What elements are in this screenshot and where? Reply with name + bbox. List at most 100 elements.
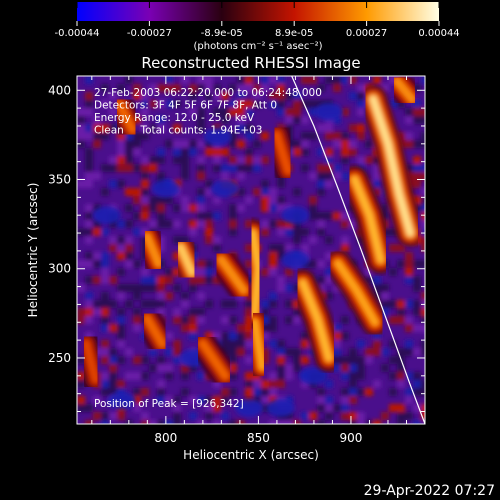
heatmap-cell bbox=[133, 148, 141, 156]
heatmap-cell bbox=[357, 132, 365, 140]
heatmap-cell bbox=[189, 316, 197, 324]
heatmap-cell bbox=[189, 140, 197, 148]
y-tick-label: 350 bbox=[48, 173, 71, 187]
heatmap-cell bbox=[269, 316, 277, 324]
dark-region bbox=[107, 391, 136, 410]
heatmap-cell bbox=[357, 420, 365, 424]
heatmap-cell bbox=[373, 380, 381, 388]
heatmap-cell bbox=[285, 116, 293, 124]
heatmap-cell bbox=[397, 316, 405, 324]
heatmap-cell bbox=[237, 108, 245, 116]
heatmap-cell bbox=[93, 140, 101, 148]
heatmap-cell bbox=[261, 156, 269, 164]
heatmap-cell bbox=[125, 236, 133, 244]
heatmap-cell bbox=[413, 156, 421, 164]
heatmap-cell bbox=[165, 292, 173, 300]
heatmap-cell bbox=[413, 308, 421, 316]
heatmap-cell bbox=[205, 148, 213, 156]
heatmap-cell bbox=[317, 420, 325, 424]
heatmap-cell bbox=[269, 340, 277, 348]
heatmap-cell bbox=[373, 76, 381, 84]
heatmap-cell bbox=[165, 220, 173, 228]
heatmap-cell bbox=[141, 300, 149, 308]
heatmap-cell bbox=[421, 388, 425, 396]
heatmap-cell bbox=[277, 228, 285, 236]
heatmap-cell bbox=[341, 132, 349, 140]
heatmap-cell bbox=[285, 92, 293, 100]
heatmap-cell bbox=[77, 132, 85, 140]
annotation-line: 27-Feb-2003 06:22:20.000 to 06:24:48.000 bbox=[94, 87, 322, 99]
colorbar-tick-label: 0.00027 bbox=[346, 28, 387, 39]
heatmap-cell bbox=[117, 292, 125, 300]
heatmap-cell bbox=[109, 412, 117, 420]
heatmap-cell bbox=[285, 244, 293, 252]
heatmap-cell bbox=[197, 108, 205, 116]
heatmap-cell bbox=[341, 156, 349, 164]
heatmap-cell bbox=[197, 164, 205, 172]
heatmap-cell bbox=[149, 196, 157, 204]
heatmap-cell bbox=[245, 148, 253, 156]
heatmap-cell bbox=[93, 260, 101, 268]
heatmap-cell bbox=[157, 148, 165, 156]
heatmap-cell bbox=[397, 380, 405, 388]
heatmap-cell bbox=[173, 124, 181, 132]
heatmap-cell bbox=[405, 276, 413, 284]
heatmap-cell bbox=[421, 236, 425, 244]
heatmap-cell bbox=[117, 164, 125, 172]
heatmap-cell bbox=[325, 276, 333, 284]
heatmap-cell bbox=[373, 284, 381, 292]
heatmap-cell bbox=[181, 76, 189, 84]
heatmap-cell bbox=[333, 284, 341, 292]
heatmap-cell bbox=[141, 132, 149, 140]
heatmap-cell bbox=[197, 172, 205, 180]
heatmap-cell bbox=[421, 260, 425, 268]
heatmap-cell bbox=[301, 244, 309, 252]
heatmap-cell bbox=[317, 228, 325, 236]
heatmap-cell bbox=[381, 292, 389, 300]
heatmap-cell bbox=[237, 76, 245, 84]
heatmap-cell bbox=[157, 212, 165, 220]
heatmap-cell bbox=[421, 164, 425, 172]
heatmap-cell bbox=[349, 388, 357, 396]
heatmap-cell bbox=[141, 212, 149, 220]
heatmap-cell bbox=[141, 388, 149, 396]
heatmap-cell bbox=[317, 124, 325, 132]
heatmap-cell bbox=[221, 388, 229, 396]
heatmap-cell bbox=[357, 364, 365, 372]
heatmap-cell bbox=[285, 364, 293, 372]
heatmap-cell bbox=[173, 316, 181, 324]
heatmap-cell bbox=[341, 244, 349, 252]
colorbar-tick-label: 0.00044 bbox=[418, 28, 459, 39]
heatmap-cell bbox=[213, 148, 221, 156]
heatmap-cell bbox=[101, 316, 109, 324]
heatmap-cell bbox=[405, 372, 413, 380]
heatmap-cell bbox=[269, 220, 277, 228]
heatmap-cell bbox=[405, 316, 413, 324]
heatmap-cell bbox=[77, 308, 85, 316]
heatmap-cell bbox=[253, 388, 261, 396]
heatmap-cell bbox=[141, 412, 149, 420]
heatmap-cell bbox=[269, 252, 277, 260]
heatmap-cell bbox=[325, 148, 333, 156]
heatmap-cell bbox=[365, 276, 373, 284]
heatmap-cell bbox=[205, 188, 213, 196]
heatmap-cell bbox=[149, 164, 157, 172]
heatmap-cell bbox=[405, 396, 413, 404]
heatmap-cell bbox=[157, 100, 165, 108]
heatmap-cell bbox=[293, 116, 301, 124]
heatmap-cell bbox=[157, 276, 165, 284]
heatmap-cell bbox=[149, 100, 157, 108]
heatmap-cell bbox=[373, 292, 381, 300]
heatmap-cell bbox=[189, 228, 197, 236]
heatmap-cell bbox=[117, 380, 125, 388]
annotation-line: Clean Total counts: 1.94E+03 bbox=[94, 125, 263, 137]
heatmap-cell bbox=[229, 156, 237, 164]
heatmap-cell bbox=[197, 76, 205, 84]
x-axis: 800 850 900 bbox=[91, 76, 426, 445]
heatmap-cell bbox=[189, 108, 197, 116]
heatmap-cell bbox=[277, 180, 285, 188]
heatmap-cell bbox=[237, 324, 245, 332]
heatmap-cell bbox=[77, 396, 85, 404]
heatmap-cell bbox=[149, 124, 157, 132]
heatmap-cell bbox=[157, 84, 165, 92]
